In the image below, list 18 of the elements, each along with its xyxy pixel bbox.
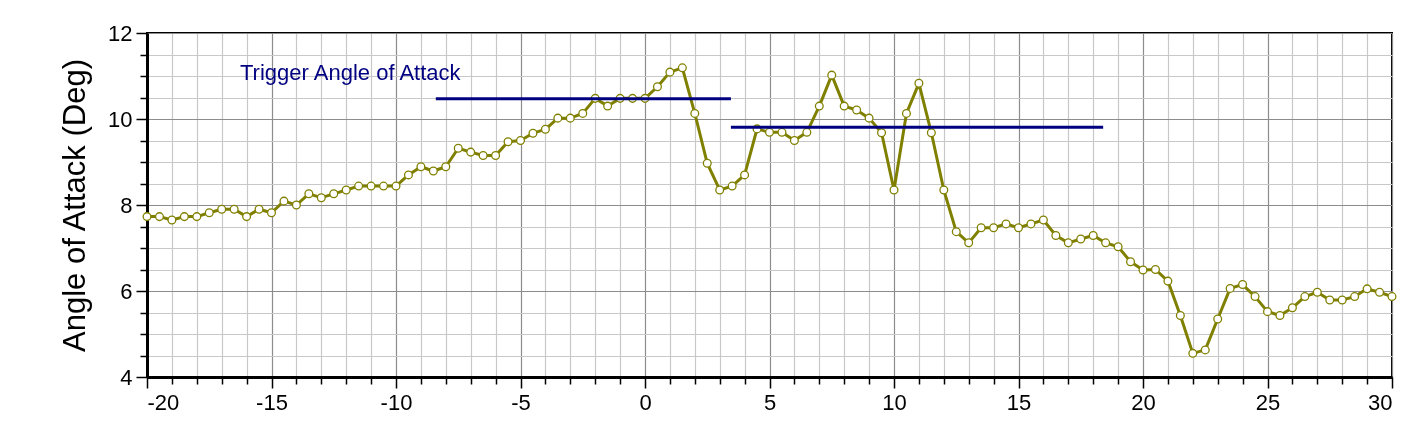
annotation: Trigger Angle of Attack xyxy=(240,60,462,85)
y-tick-label: 12 xyxy=(108,20,133,46)
x-tick-label: 15 xyxy=(1006,389,1032,415)
x-tick-label: -20 xyxy=(147,389,180,415)
x-tick-label: 0 xyxy=(639,389,652,415)
y-tick-label: 8 xyxy=(120,192,133,218)
x-tick-label: 20 xyxy=(1131,389,1156,415)
x-tick-label: 30 xyxy=(1368,389,1393,415)
x-tick-label: -10 xyxy=(380,389,413,415)
y-tick-label: 10 xyxy=(108,106,133,132)
x-tick-label: 10 xyxy=(882,389,907,415)
x-tick-label: 25 xyxy=(1255,389,1281,415)
x-tick-label: -5 xyxy=(511,389,531,415)
y-axis-title: Angle of Attack (Deg) xyxy=(57,59,93,352)
x-tick-label: -15 xyxy=(256,389,288,415)
y-tick-label: 6 xyxy=(120,278,133,304)
y-tick-label: 4 xyxy=(120,364,133,390)
x-tick-label: 5 xyxy=(763,389,777,415)
